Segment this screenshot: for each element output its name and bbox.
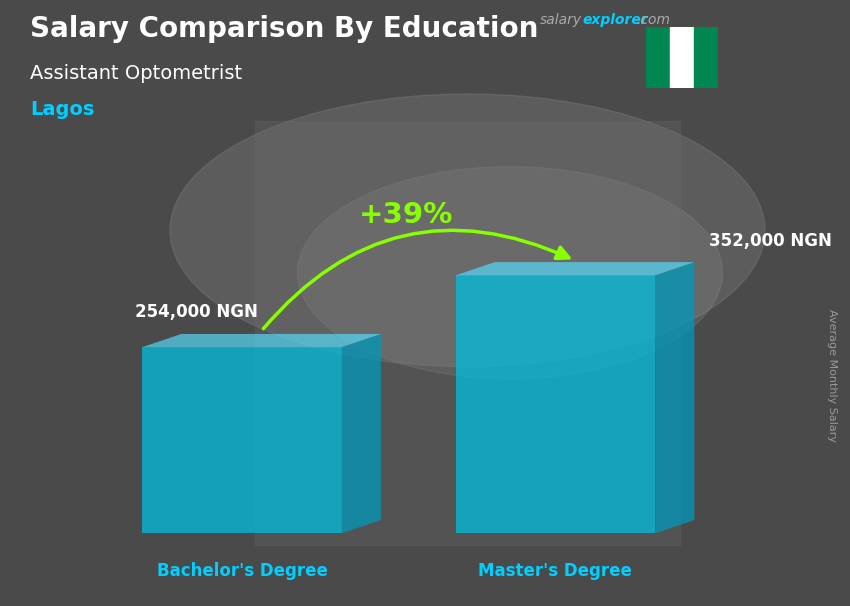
Text: Salary Comparison By Education: Salary Comparison By Education — [30, 15, 538, 43]
Bar — [694, 27, 718, 88]
Text: 352,000 NGN: 352,000 NGN — [709, 231, 831, 250]
Bar — [255, 121, 680, 545]
FancyArrowPatch shape — [264, 230, 569, 328]
Polygon shape — [142, 347, 342, 533]
Polygon shape — [342, 334, 381, 533]
Polygon shape — [655, 262, 694, 533]
Text: Bachelor's Degree: Bachelor's Degree — [156, 562, 327, 580]
Ellipse shape — [170, 94, 765, 367]
Polygon shape — [456, 262, 694, 275]
Text: salary: salary — [540, 13, 582, 27]
Text: Assistant Optometrist: Assistant Optometrist — [30, 64, 242, 82]
Polygon shape — [142, 334, 381, 347]
Text: Lagos: Lagos — [30, 100, 94, 119]
Bar — [646, 27, 670, 88]
Text: Average Monthly Salary: Average Monthly Salary — [827, 309, 837, 442]
Text: +39%: +39% — [359, 201, 453, 229]
Text: Master's Degree: Master's Degree — [479, 562, 632, 580]
Polygon shape — [456, 275, 655, 533]
Text: 254,000 NGN: 254,000 NGN — [135, 304, 258, 321]
Text: explorer: explorer — [582, 13, 648, 27]
Bar — [670, 27, 694, 88]
Ellipse shape — [298, 167, 722, 379]
Text: .com: .com — [636, 13, 670, 27]
